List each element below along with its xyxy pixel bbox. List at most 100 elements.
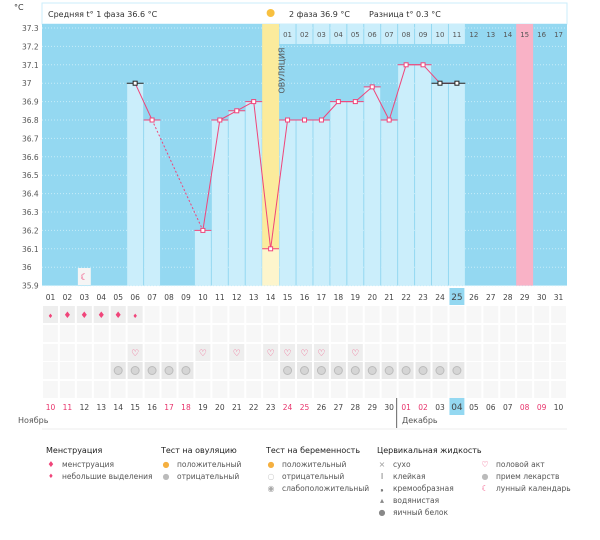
calendar-date: 29: [367, 403, 377, 412]
row-cell: [127, 325, 143, 342]
row-cell: [313, 306, 329, 323]
row-cell: [432, 344, 448, 361]
legend-item: небольшие выделения: [62, 471, 153, 481]
bbt-chart: 37.3 37.2 37.1 37 36.9 36.8 36.7 36.6 36.5 36.4 36…: [22, 2, 568, 430]
temp-point: [149, 117, 155, 123]
row-cell: [246, 344, 262, 361]
legend-item: положительный: [177, 459, 242, 469]
calendar-date: 14: [113, 403, 123, 412]
row-cell: [263, 325, 279, 342]
calendar-date: 01: [401, 403, 411, 412]
menstruation-cell: [76, 306, 92, 323]
row-cell: [195, 325, 211, 342]
pill-icon: [333, 366, 343, 375]
row-cell: [500, 325, 516, 342]
day-column: [228, 110, 245, 286]
day-number: 05: [113, 293, 123, 302]
y-tick-label: 37.2: [22, 42, 39, 51]
calendar-date: 04: [451, 403, 463, 413]
row-cell: [59, 344, 75, 361]
row-cell: [534, 362, 550, 379]
row-cell: [466, 325, 482, 342]
temp-line-segment: [202, 119, 221, 231]
row-cell: [144, 306, 160, 323]
temp-line-segment: [388, 64, 407, 121]
temp-point: [352, 99, 358, 105]
day-number: 01: [46, 293, 56, 302]
moon-icon: ☾: [80, 273, 88, 283]
y-tick-label: 36.5: [22, 171, 39, 180]
day-column: [279, 120, 296, 286]
row-cell: [466, 381, 482, 398]
day-number: 12: [232, 293, 242, 302]
pill-icon: [181, 366, 191, 375]
dry-icon: ×: [378, 459, 386, 469]
phase2-cell: [296, 24, 313, 44]
row-cell: [93, 325, 109, 342]
sex-cell: [313, 344, 329, 361]
row-cell: [330, 306, 346, 323]
day-column: [313, 120, 330, 286]
row-cell: [43, 325, 58, 342]
row-cell: [178, 306, 194, 323]
calendar-date: 19: [198, 403, 208, 412]
temp-point: [403, 62, 409, 68]
row-cell: [364, 344, 380, 361]
legend-ovulation-test: Тест на овуляцию ● положительный ● отрицат…: [161, 446, 241, 482]
preg-weak-icon: ◉: [267, 483, 275, 493]
row-cell: [229, 325, 245, 342]
unit-label: °C: [14, 3, 24, 12]
pill-icon: [418, 366, 428, 375]
y-tick-label: 36.4: [22, 190, 39, 199]
sex-cell: [263, 344, 279, 361]
legend-title: Цервикальная жидкость: [377, 446, 482, 455]
row-cell: [398, 325, 414, 342]
day-column: [245, 101, 262, 286]
day-column: [432, 83, 448, 286]
phase2-day-label: 04: [334, 31, 343, 39]
temp-point: [132, 80, 138, 86]
watery-icon: ▴: [379, 495, 384, 505]
day-number: 18: [334, 293, 344, 302]
row-cell: [59, 381, 75, 398]
menstruation-icon: ♦: [63, 311, 71, 321]
pill-icon: [283, 366, 293, 375]
row-cell: [280, 325, 296, 342]
day-column: [296, 120, 313, 286]
y-tick-label: 35.9: [22, 282, 39, 291]
temp-point: [386, 117, 392, 123]
row-cell: [246, 362, 262, 379]
heart-icon: ♡: [284, 349, 292, 359]
row-cell: [500, 381, 516, 398]
temp-point: [437, 80, 443, 86]
sex-cell: [229, 344, 245, 361]
row-cell: [551, 306, 566, 323]
row-cell: [93, 344, 109, 361]
calendar-date: 21: [232, 403, 242, 412]
row-cell: [297, 381, 312, 398]
calendar-date: 11: [63, 403, 73, 412]
row-cell: [246, 306, 262, 323]
sex-cell: [297, 344, 312, 361]
phase2-day-label: 11: [452, 31, 461, 39]
row-cell: [59, 362, 75, 379]
ovulation-column-lower: [262, 248, 280, 286]
calendar-date: 26: [317, 403, 327, 412]
calendar-date: 12: [80, 403, 90, 412]
temp-line-segment: [371, 86, 390, 121]
row-cell: [347, 306, 363, 323]
heart-icon: ♡: [267, 349, 275, 359]
calendar-date: 15: [130, 403, 140, 412]
phase2-day-label: 13: [486, 31, 495, 39]
legend-item: половой акт: [496, 459, 545, 469]
menstruation-cell: [127, 306, 143, 323]
row-cell: [381, 306, 397, 323]
day-number: 20: [367, 293, 377, 302]
day-column: [347, 101, 364, 286]
legend-item: отрицательный: [177, 471, 240, 481]
day-number: 21: [384, 293, 394, 302]
phase2-cell: [313, 24, 330, 44]
legend-item: положительный: [282, 459, 347, 469]
legend-item: водянистая: [393, 495, 440, 505]
row-cell: [483, 362, 499, 379]
